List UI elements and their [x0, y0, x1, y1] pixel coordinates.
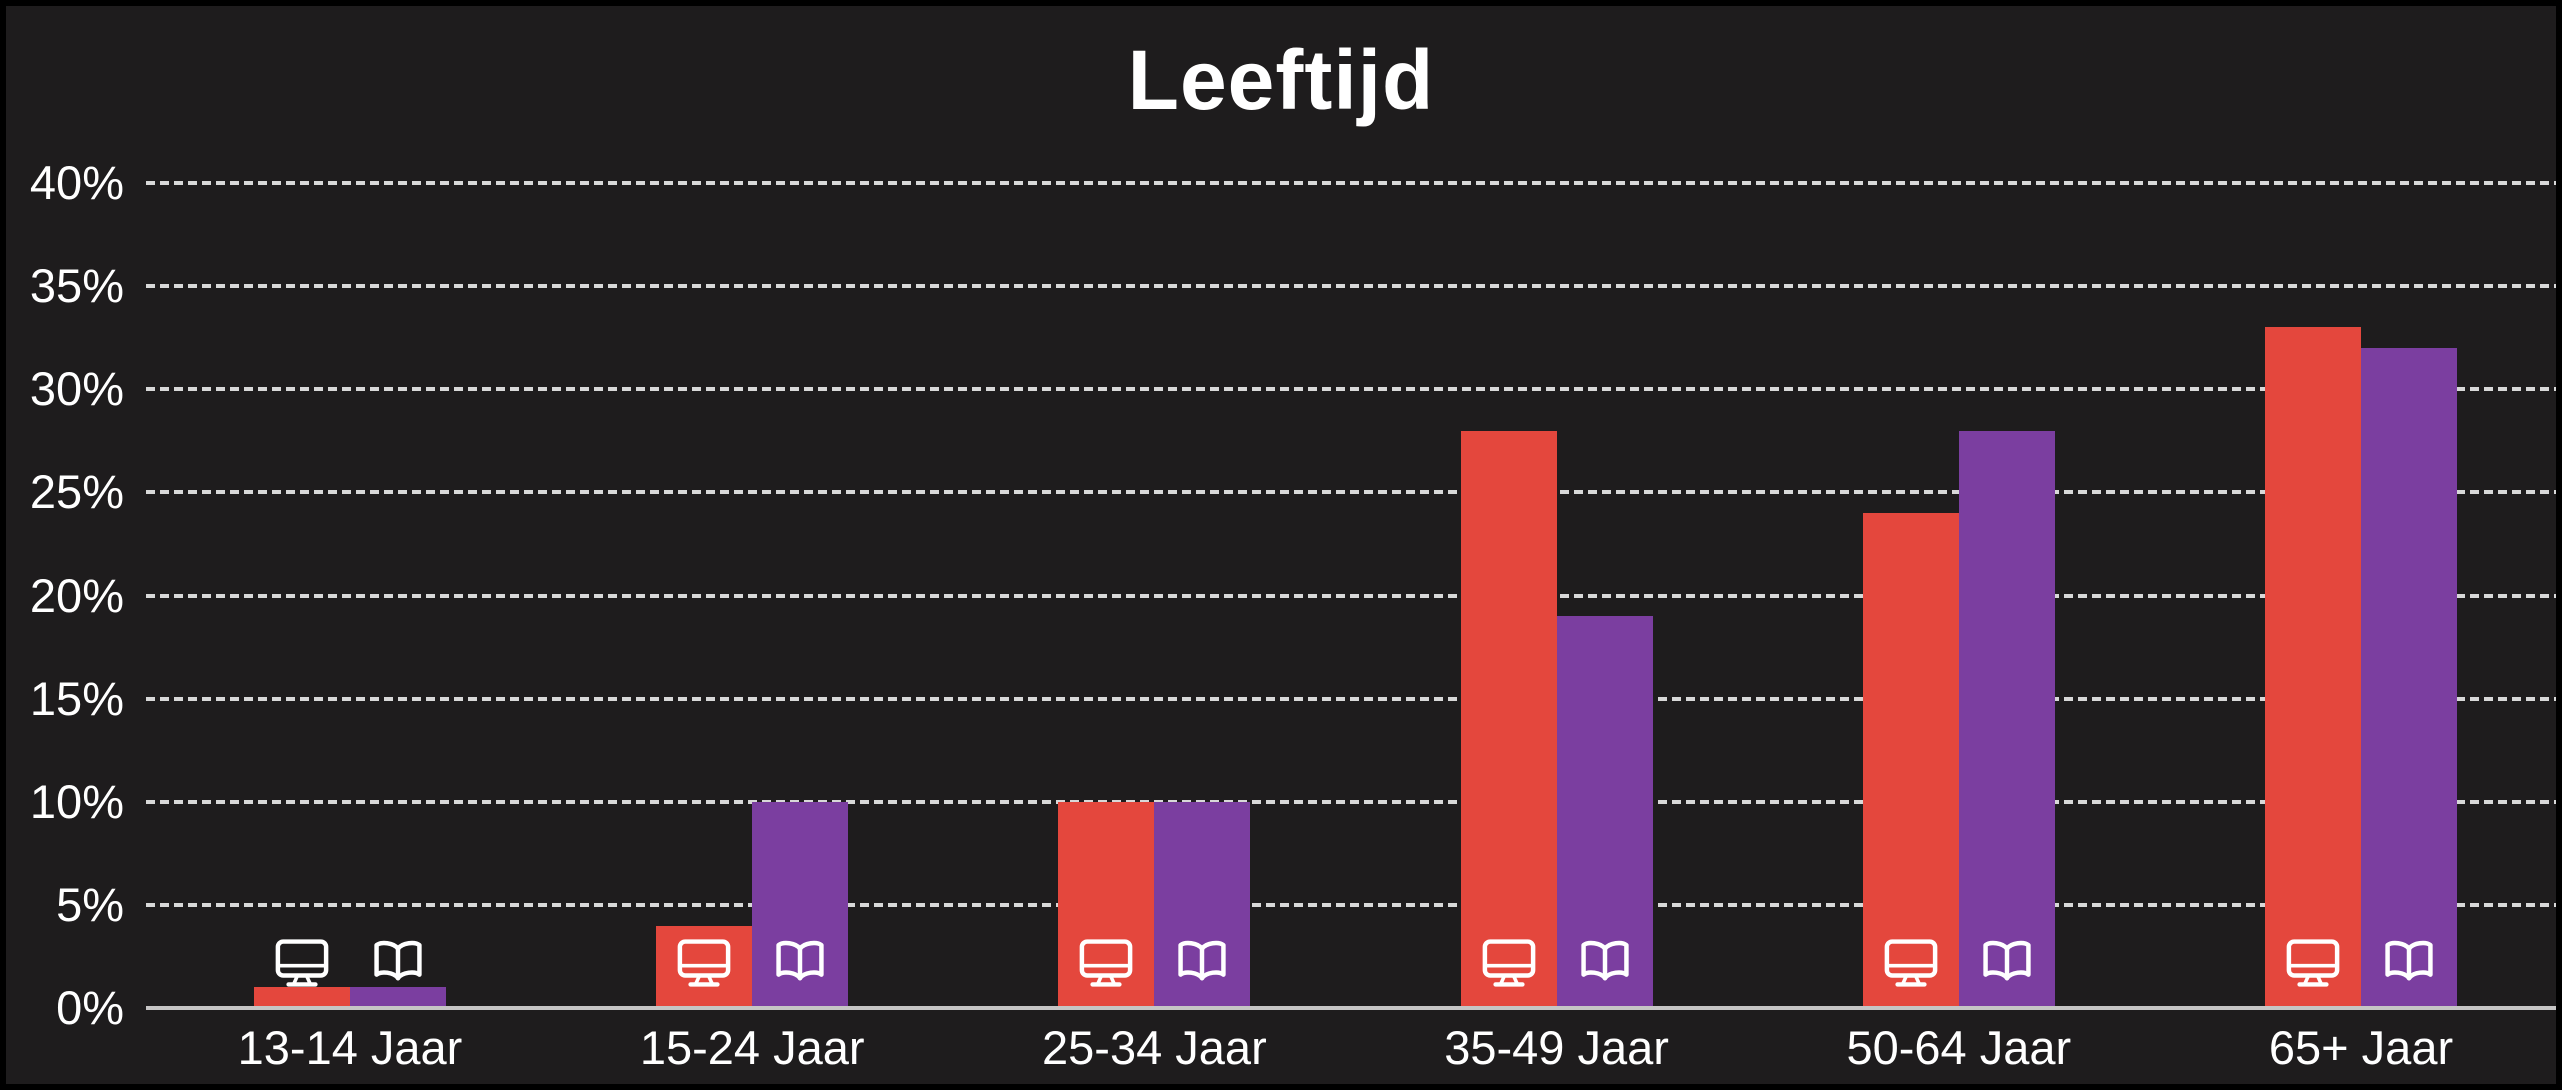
chart-title: Leeftijd [1127, 33, 1435, 127]
open-book-icon [776, 940, 824, 981]
monitor-icon [1080, 939, 1133, 987]
bar-monitor-35-49 Jaar [1460, 430, 1557, 1008]
bar-open-book-50-64 Jaar [1958, 430, 2055, 1008]
bar-open-book-65+ Jaar [2361, 348, 2457, 1008]
y-tick-label: 15% [29, 671, 124, 725]
monitor-icon [677, 939, 731, 987]
x-tick-label: 25-34 Jaar [1042, 1021, 1267, 1074]
y-tick-label: 40% [29, 156, 124, 209]
x-tick-label: 13-14 Jaar [237, 1021, 463, 1074]
y-tick-label: 0% [56, 981, 124, 1034]
y-tick-label: 25% [29, 465, 124, 519]
plot-area: 0% 5% 10% 15% 20% 25% 30% 35% 40% 13-14 Jaar 15-… [6, 6, 2556, 1084]
y-tick-label: 35% [29, 259, 124, 313]
gridline-10% [146, 799, 2556, 804]
gridline-30% [146, 387, 2556, 392]
bar-open-book-13-14 Jaar [350, 987, 446, 1008]
monitor-icon [275, 939, 329, 987]
monitor-icon [1884, 939, 1938, 987]
open-book-icon [1178, 940, 1227, 981]
y-tick-label: 5% [56, 877, 124, 931]
x-tick-label: 15-24 Jaar [639, 1021, 865, 1074]
bar-monitor-65+ Jaar [2265, 327, 2361, 1008]
monitor-icon [1482, 939, 1535, 987]
y-tick-label: 10% [29, 774, 124, 828]
x-tick-label: 35-49 Jaar [1444, 1021, 1669, 1074]
open-book-icon [1983, 940, 2031, 981]
gridline-40% [146, 181, 2556, 185]
y-tick-label: 20% [29, 568, 124, 622]
open-book-icon [374, 940, 422, 981]
x-tick-label: 65+ Jaar [2268, 1021, 2454, 1074]
gridline-20% [146, 593, 2556, 598]
x-tick-label: 50-64 Jaar [1846, 1021, 2072, 1074]
open-book-icon [2385, 940, 2433, 981]
gridline-25% [146, 490, 2556, 495]
bar-open-book-35-49 Jaar [1556, 616, 1653, 1008]
bar-monitor-50-64 Jaar [1862, 513, 1959, 1008]
gridline-35% [146, 284, 2556, 289]
monitor-icon [2286, 939, 2340, 987]
y-tick-label: 30% [29, 362, 124, 416]
x-axis-line [146, 1006, 2556, 1010]
gridline-15% [146, 696, 2556, 701]
gridline-5% [146, 902, 2556, 907]
bar-monitor-13-14 Jaar [254, 987, 350, 1008]
open-book-icon [1580, 940, 1629, 981]
